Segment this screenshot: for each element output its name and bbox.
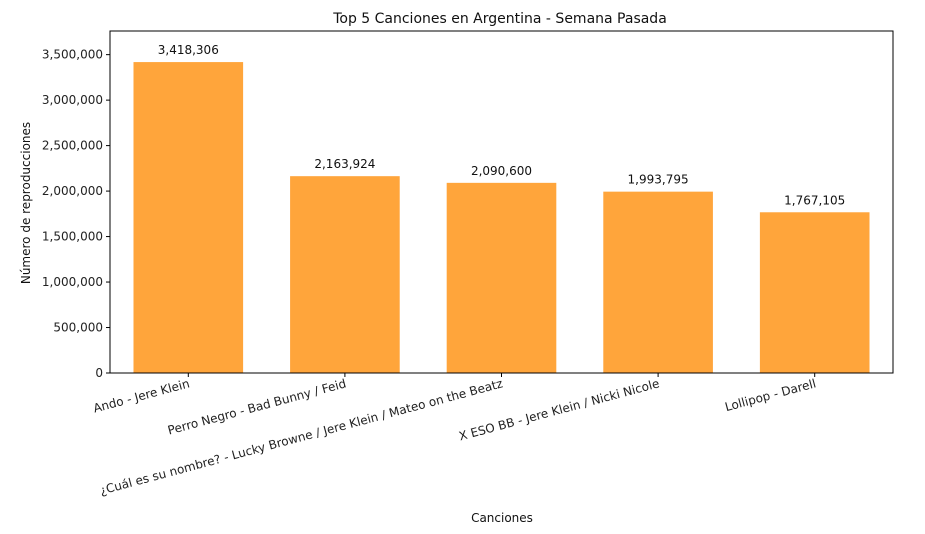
- data-label: 1,767,105: [784, 193, 845, 207]
- chart-title: Top 5 Canciones en Argentina - Semana Pa…: [332, 11, 667, 27]
- plot-frame: [109, 30, 894, 374]
- bars-group: [133, 62, 870, 373]
- bar: [133, 62, 244, 373]
- y-tick-label: 1,500,000: [42, 230, 103, 244]
- y-tick-label: 0: [95, 366, 103, 380]
- y-tick-label: 3,500,000: [42, 48, 103, 62]
- y-axis-label: Número de reproducciones: [19, 122, 33, 284]
- bar: [603, 191, 713, 373]
- data-labels-group: 3,418,306 2,163,924 2,090,600 1,993,795 1,76…: [158, 43, 845, 207]
- y-tick-label: 2,500,000: [42, 139, 103, 153]
- bar: [759, 212, 870, 373]
- y-tick-label: 2,000,000: [42, 184, 103, 198]
- y-tick-label: 3,000,000: [42, 93, 103, 107]
- y-tick-label: 1,000,000: [42, 275, 103, 289]
- data-label: 2,163,924: [314, 157, 375, 171]
- bar: [446, 182, 557, 373]
- y-tick-label: 500,000: [53, 321, 103, 335]
- data-label: 3,418,306: [158, 43, 219, 57]
- x-axis-label: Canciones: [471, 511, 533, 525]
- data-label: 2,090,600: [471, 164, 532, 178]
- y-axis: 0 500,000 1,000,000 1,500,000 2,000,000 2,500…: [42, 48, 110, 380]
- bar: [290, 176, 400, 373]
- data-label: 1,993,795: [628, 173, 689, 187]
